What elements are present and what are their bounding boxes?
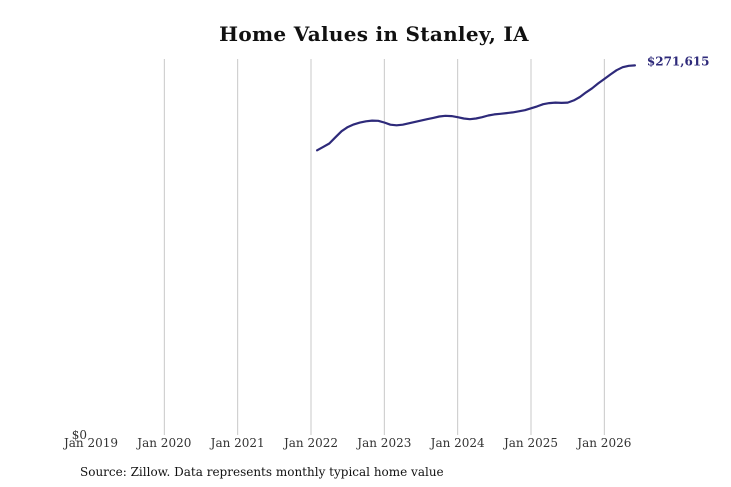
x-tick-label: Jan 2023	[355, 436, 411, 450]
y-axis-ticks: $0	[72, 428, 87, 442]
x-axis-ticks: Jan 2019 Jan 2020 Jan 2021 Jan 2022 Jan 2023…	[62, 436, 631, 450]
x-tick-label: Jan 2024	[429, 436, 485, 450]
series-line-home-value	[316, 64, 636, 152]
gridlines	[163, 59, 605, 435]
chart-title: Home Values in Stanley, IA	[219, 22, 529, 46]
x-tick-label: Jan 2025	[502, 436, 558, 450]
y-tick-label: $0	[72, 428, 87, 442]
x-tick-label: Jan 2019	[62, 436, 118, 450]
x-tick-label: Jan 2021	[209, 436, 265, 450]
end-value-label: $271,615	[647, 54, 710, 68]
x-tick-label: Jan 2022	[282, 436, 338, 450]
source-note: Source: Zillow. Data represents monthly …	[80, 465, 444, 479]
x-tick-label: Jan 2020	[135, 436, 191, 450]
x-tick-label: Jan 2026	[575, 436, 631, 450]
